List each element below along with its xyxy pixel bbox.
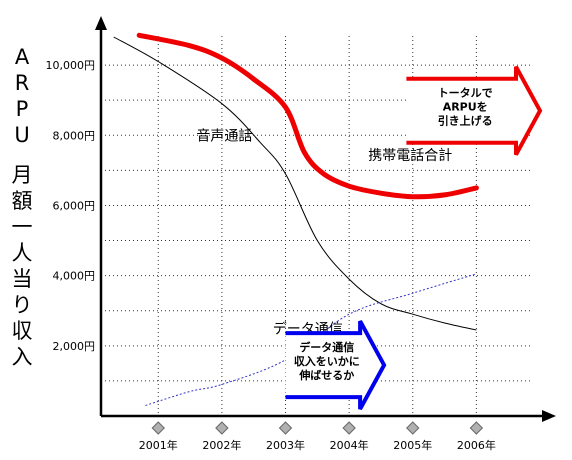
- y-axis-label-char: R: [14, 71, 30, 95]
- annotation-text: トータルで: [438, 87, 493, 100]
- x-tick-diamond: [278, 421, 293, 435]
- y-axis-label-char: 収: [11, 319, 33, 343]
- x-tick-label: 2002年: [202, 438, 241, 452]
- series-label: 携帯電話合計: [368, 147, 452, 164]
- y-tick-label: 4,000円: [53, 270, 96, 283]
- series-label: 音声通話: [196, 128, 252, 145]
- x-tick-diamond: [342, 421, 356, 435]
- annotation-text: 伸ばせるか: [298, 368, 354, 382]
- y-axis-label-char: 人: [11, 241, 33, 265]
- series-line: [136, 32, 479, 200]
- y-tick-label: 6,000円: [53, 199, 96, 212]
- annotation-text: データ通信: [299, 340, 354, 354]
- y-axis-label-char: A: [14, 45, 30, 69]
- series-line: [145, 273, 477, 406]
- y-axis-label-char: り: [11, 293, 33, 317]
- annotation-text: 引き上げる: [438, 114, 493, 128]
- x-tick-label: 2006年: [457, 438, 496, 452]
- x-tick-label: 2004年: [330, 438, 369, 452]
- x-tick-diamond: [469, 421, 484, 435]
- y-tick-label: 2,000円: [53, 340, 96, 353]
- y-axis-label-char: 額: [11, 189, 33, 213]
- x-tick-diamond: [215, 421, 229, 435]
- x-tick-label: 2003年: [266, 438, 305, 452]
- x-tick-label: 2005年: [393, 438, 432, 452]
- y-axis-label-char: 入: [11, 345, 33, 369]
- x-tick-diamond: [151, 421, 165, 435]
- y-axis-label-char: 当: [11, 267, 33, 291]
- annotation-text: 収入をいかに: [294, 355, 360, 368]
- y-axis-arrowhead: [95, 16, 107, 30]
- annotation-arrow: [285, 320, 387, 411]
- annotation-text: ARPUを: [443, 101, 488, 114]
- y-axis-label-char: 月: [11, 163, 33, 187]
- x-tick-diamond: [406, 421, 420, 435]
- y-tick-label: 10,000円: [46, 59, 96, 72]
- y-axis-label-char: 一: [11, 215, 33, 239]
- y-axis-label-char: U: [14, 123, 30, 147]
- x-tick-label: 2001年: [139, 438, 178, 452]
- y-tick-label: 8,000円: [53, 129, 96, 142]
- annotation-arrow: [406, 65, 543, 156]
- series-line: [113, 36, 477, 331]
- y-axis-label-char: P: [15, 97, 29, 121]
- x-axis-arrowhead: [542, 410, 556, 422]
